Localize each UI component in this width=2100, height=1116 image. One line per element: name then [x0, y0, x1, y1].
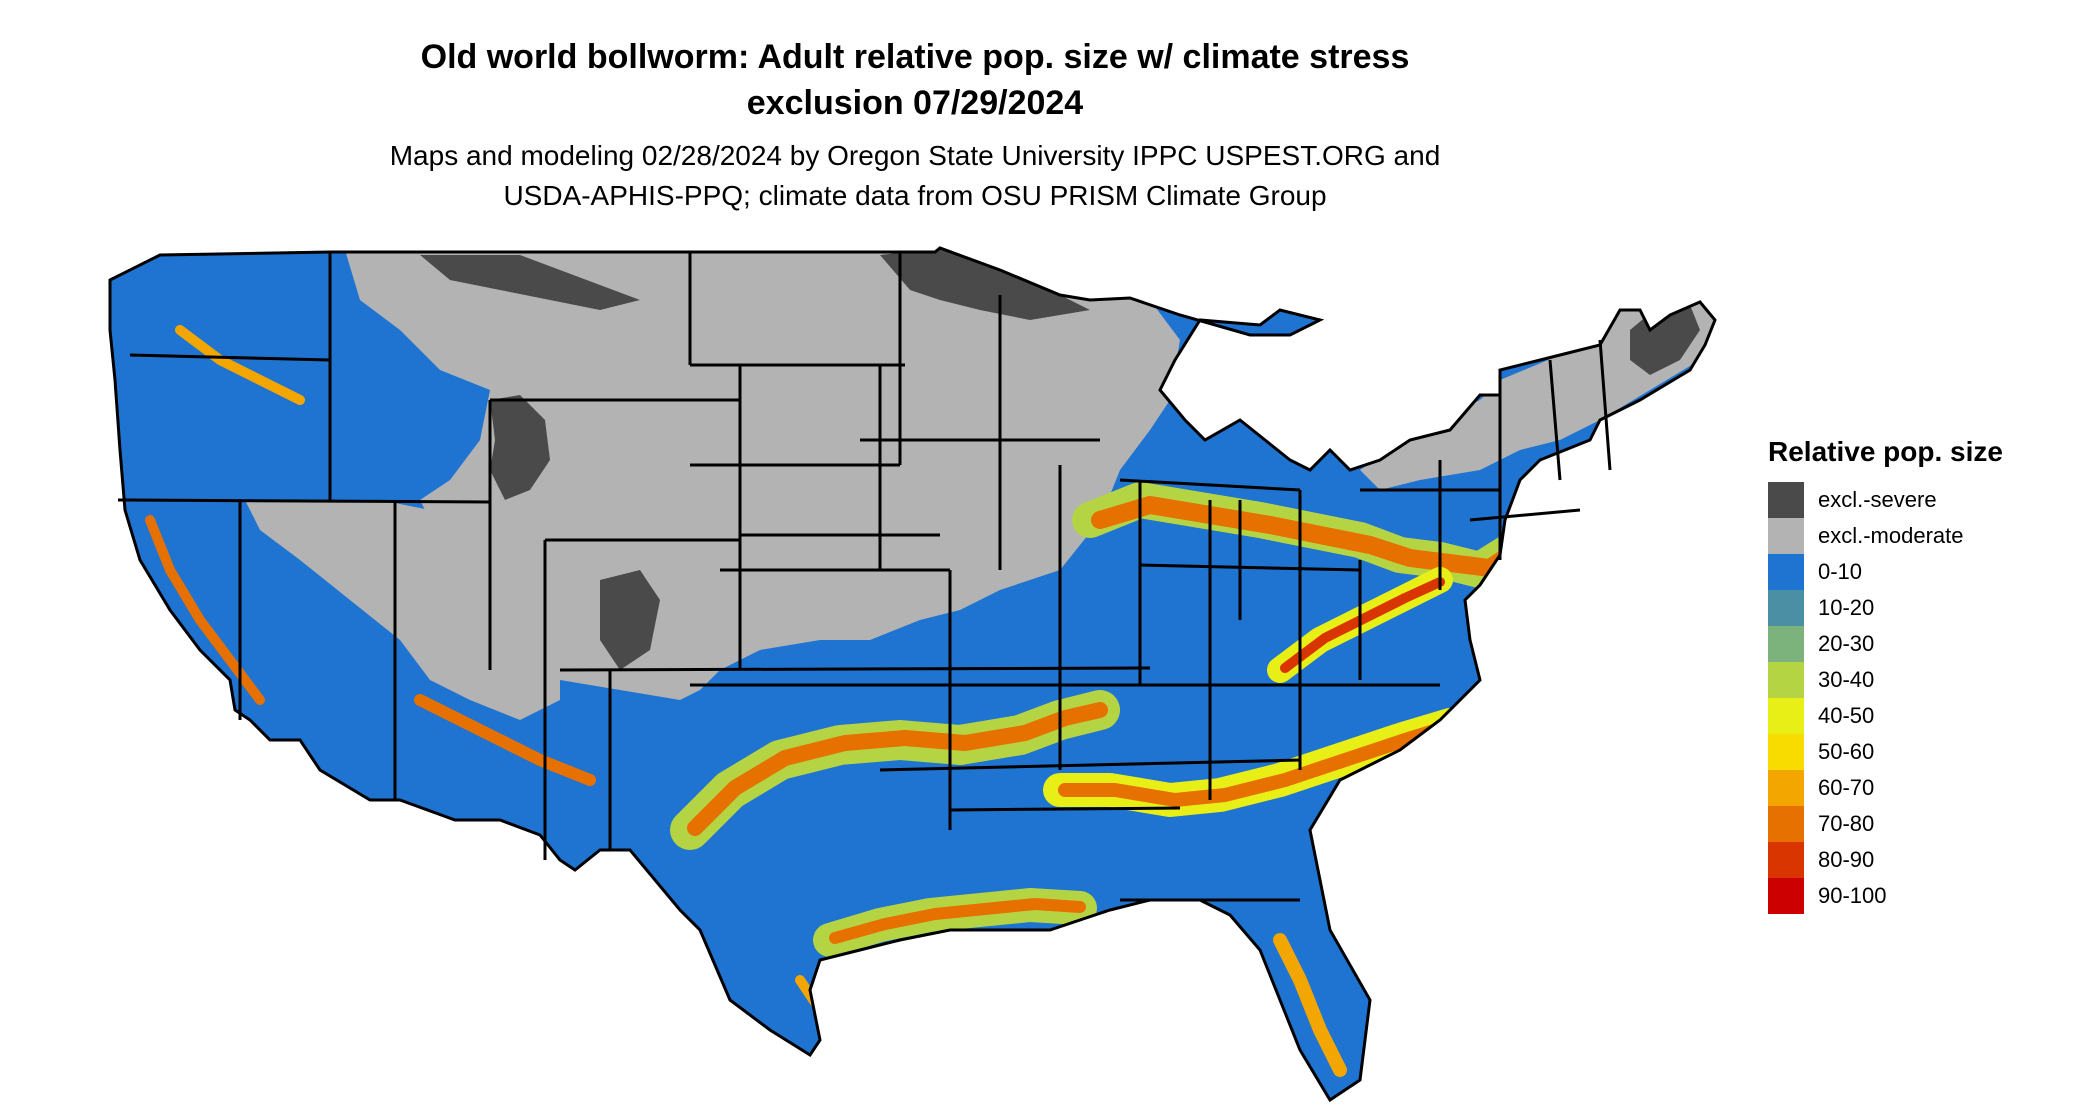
population-bands [145, 325, 1538, 1077]
legend-label: excl.-moderate [1818, 523, 1964, 548]
legend-swatch [1768, 626, 1804, 662]
legend-item-30-40: 30-40 [1768, 662, 2088, 698]
legend-swatch [1768, 770, 1804, 806]
band-ohio-valley-core [1091, 496, 1529, 577]
legend-swatch [1768, 734, 1804, 770]
legend-swatch [1768, 590, 1804, 626]
legend-item-excl-moderate: excl.-moderate [1768, 518, 2088, 554]
legend-swatch [1768, 878, 1804, 914]
legend-label: 90-100 [1818, 883, 1887, 908]
map-title: Old world bollworm: Adult relative pop. … [0, 34, 1830, 126]
map-raster [145, 248, 1715, 1077]
legend-label: 0-10 [1818, 559, 1863, 584]
legend-swatch [1768, 518, 1804, 554]
legend-label: 70-80 [1818, 811, 1875, 836]
map-title-line-1: Old world bollworm: Adult relative pop. … [420, 38, 1410, 76]
band-deep-south-core [1058, 719, 1457, 807]
state-boundaries [108, 246, 1717, 1102]
excl-severe-wyoming [490, 395, 550, 500]
legend-item-80-90: 80-90 [1768, 842, 2088, 878]
legend-item-0-10: 0-10 [1768, 554, 2088, 590]
legend-item-60-70: 60-70 [1768, 770, 2088, 806]
excl-severe-colorado [600, 570, 660, 670]
legend-label: 40-50 [1818, 703, 1875, 728]
legend-label: 10-20 [1818, 595, 1875, 620]
legend-label: excl.-severe [1818, 487, 1937, 512]
map-subtitle-line-1: Maps and modeling 02/28/2024 by Oregon S… [389, 140, 1441, 171]
legend-title: Relative pop. size [1768, 436, 2003, 467]
legend-label: 30-40 [1818, 667, 1875, 692]
band-appalachian-core [1280, 577, 1445, 673]
legend-item-10-20: 10-20 [1768, 590, 2088, 626]
band-southwest [414, 694, 596, 786]
legend-label: 50-60 [1818, 739, 1875, 764]
legend-label: 20-30 [1818, 631, 1875, 656]
legend-swatch [1768, 806, 1804, 842]
excl-moderate-north [345, 250, 1180, 700]
map-subtitle: Maps and modeling 02/28/2024 by Oregon S… [0, 136, 1830, 216]
legend-item-90-100: 90-100 [1768, 878, 2088, 914]
map-subtitle-line-2: USDA-APHIS-PPQ; climate data from OSU PR… [503, 180, 1327, 211]
legend-swatch [1768, 698, 1804, 734]
excl-severe-minnesota [880, 248, 1090, 320]
legend-swatch [1768, 662, 1804, 698]
legend-label: 60-70 [1818, 775, 1875, 800]
legend-swatch [1768, 554, 1804, 590]
legend-swatch [1768, 842, 1804, 878]
excl-severe-montana-north [420, 255, 640, 310]
legend-item-40-50: 40-50 [1768, 698, 2088, 734]
legend-label: 80-90 [1818, 847, 1875, 872]
excl-moderate-basin [245, 500, 560, 720]
legend: Relative pop. size excl.-severe excl.-mo… [1768, 434, 2088, 914]
legend-items: excl.-severe excl.-moderate 0-10 10-20 2… [1768, 482, 2088, 914]
band-southern-plains-core [687, 702, 1108, 836]
map-title-line-2: exclusion 07/29/2024 [746, 84, 1084, 122]
band-pacific-northwest [175, 325, 305, 405]
legend-item-excl-severe: excl.-severe [1768, 482, 2088, 518]
legend-swatch [1768, 482, 1804, 518]
legend-item-70-80: 70-80 [1768, 806, 2088, 842]
legend-item-50-60: 50-60 [1768, 734, 2088, 770]
band-gulf-coast-core [829, 898, 1086, 944]
legend-item-20-30: 20-30 [1768, 626, 2088, 662]
band-florida [1273, 933, 1347, 1077]
